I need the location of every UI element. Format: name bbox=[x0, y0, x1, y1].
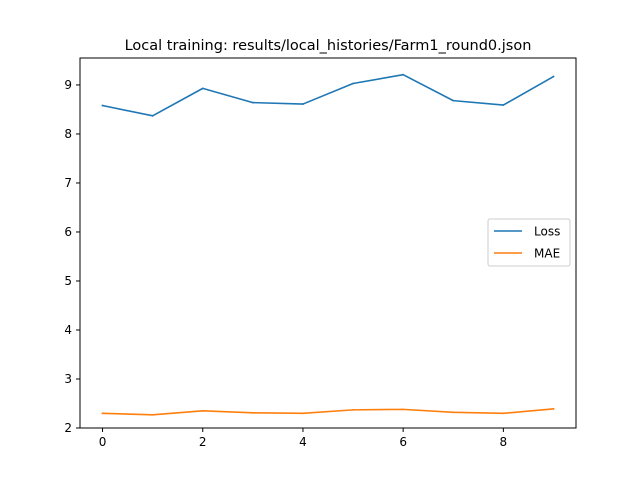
series-line-mae bbox=[101, 408, 555, 416]
series-layer bbox=[101, 73, 555, 416]
data-point-loss bbox=[151, 114, 154, 117]
data-point-mae bbox=[251, 411, 254, 414]
data-point-loss bbox=[251, 101, 254, 104]
data-point-mae bbox=[402, 408, 405, 411]
data-point-mae bbox=[452, 411, 455, 414]
data-point-loss bbox=[452, 99, 455, 102]
legend: Loss MAE bbox=[487, 218, 571, 267]
y-tick-label: 3 bbox=[64, 372, 72, 386]
data-point-mae bbox=[201, 409, 204, 412]
x-tick-label: 2 bbox=[199, 435, 207, 449]
data-point-loss bbox=[552, 75, 555, 78]
y-tick-label: 9 bbox=[64, 78, 72, 92]
x-tick-label: 0 bbox=[99, 435, 107, 449]
y-tick-label: 4 bbox=[64, 323, 72, 337]
x-tick-label: 4 bbox=[299, 435, 307, 449]
data-point-mae bbox=[502, 412, 505, 415]
data-point-mae bbox=[552, 407, 555, 410]
data-point-loss bbox=[402, 73, 405, 76]
data-point-mae bbox=[352, 408, 354, 411]
y-axis: 2 3 4 5 6 7 8 9 bbox=[64, 78, 80, 435]
series-line-loss bbox=[101, 73, 555, 117]
legend-entries: Loss MAE bbox=[494, 225, 560, 261]
axes-frame bbox=[79, 57, 577, 429]
data-point-loss bbox=[302, 103, 304, 105]
legend-label-mae: MAE bbox=[534, 247, 560, 261]
x-tick-label: 8 bbox=[500, 435, 508, 449]
data-point-loss bbox=[352, 82, 354, 85]
data-point-loss bbox=[101, 104, 104, 107]
y-tick-label: 6 bbox=[64, 225, 72, 239]
x-tick-label: 6 bbox=[399, 435, 407, 449]
plot-area bbox=[79, 57, 577, 429]
legend-label-loss: Loss bbox=[534, 225, 560, 239]
chart-title: Local training: results/local_histories/… bbox=[125, 38, 532, 54]
y-tick-label: 7 bbox=[64, 176, 72, 190]
y-tick-label: 2 bbox=[64, 421, 72, 435]
data-point-loss bbox=[502, 104, 505, 106]
data-point-mae bbox=[151, 413, 154, 416]
data-point-loss bbox=[201, 87, 204, 90]
y-tick-label: 8 bbox=[64, 127, 72, 141]
y-tick-label: 5 bbox=[64, 274, 72, 288]
x-axis: 0 2 4 6 8 bbox=[99, 428, 507, 449]
data-point-mae bbox=[101, 412, 104, 415]
data-point-mae bbox=[302, 412, 304, 415]
